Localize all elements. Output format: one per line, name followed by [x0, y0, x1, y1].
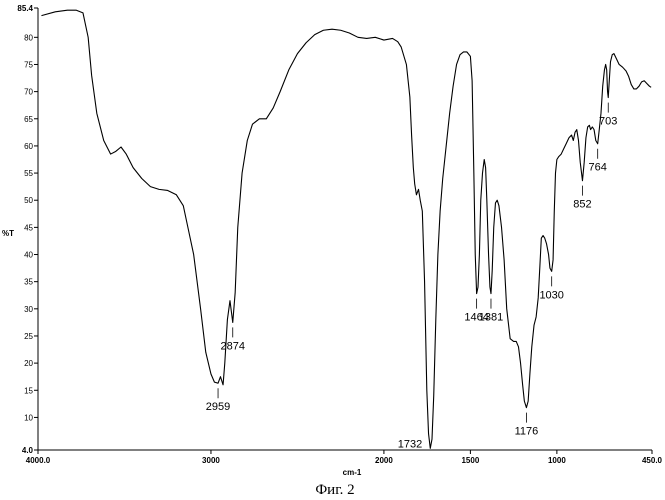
y-tick-label: 85.4 [17, 4, 33, 13]
x-axis-label: cm-1 [343, 468, 362, 477]
y-tick-label: 45 [24, 223, 33, 232]
y-tick-label: 20 [24, 359, 33, 368]
y-tick-label: 35 [24, 278, 33, 287]
x-tick-label: 1000 [548, 456, 566, 465]
x-tick-label: 1500 [461, 456, 479, 465]
x-tick-label: 450.0 [642, 456, 663, 465]
y-tick-label: 15 [24, 386, 33, 395]
y-tick-label: 10 [24, 413, 33, 422]
peak-label: 1732 [398, 438, 422, 450]
y-tick-label: 25 [24, 332, 33, 341]
y-tick-label: 4.0 [22, 446, 34, 455]
x-axis-ticks: 4000.0 3000 2000 1500 1000 450.0 [26, 450, 663, 465]
peak-label: 2959 [206, 401, 230, 413]
y-tick-label: 40 [24, 251, 33, 260]
x-tick-label: 4000.0 [26, 456, 51, 465]
figure-caption: Фиг. 2 [315, 482, 354, 498]
peak-label: 1176 [515, 426, 539, 438]
y-tick-label: 50 [24, 196, 33, 205]
spectrum-line [41, 10, 651, 448]
peak-label: 852 [573, 199, 591, 211]
peak-label: 1381 [479, 312, 503, 324]
y-tick-label: 80 [24, 33, 33, 42]
peak-label: 764 [589, 162, 607, 174]
peak-annotations: 2959287417321464138111761030852764703 [206, 103, 618, 451]
y-tick-label: 60 [24, 142, 33, 151]
peak-label: 1030 [539, 289, 563, 301]
y-tick-label: 55 [24, 169, 33, 178]
x-tick-label: 2000 [375, 456, 393, 465]
y-tick-label: 30 [24, 305, 33, 314]
y-tick-label: 75 [24, 60, 33, 69]
y-tick-label: 70 [24, 88, 33, 97]
x-tick-label: 3000 [202, 456, 220, 465]
y-axis-label: %T [2, 229, 14, 238]
y-axis-ticks: 85.4 80 75 70 65 60 55 50 45 40 35 30 25 20 15 10 4.0 [17, 4, 38, 455]
peak-label: 703 [599, 116, 617, 128]
y-tick-label: 65 [24, 115, 33, 124]
peak-label: 2874 [221, 340, 245, 352]
